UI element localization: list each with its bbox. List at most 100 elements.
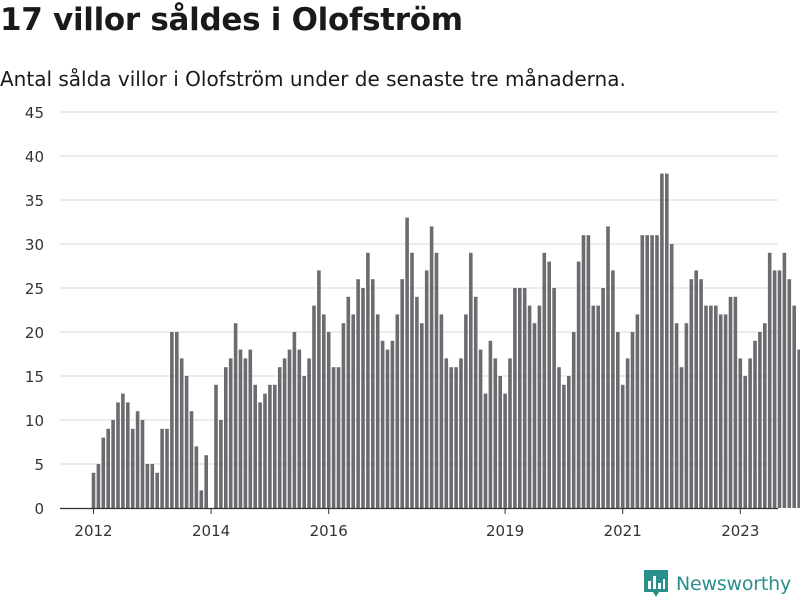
bar [302, 376, 306, 508]
y-tick-label: 35 [25, 192, 44, 210]
bar [165, 428, 169, 508]
x-tick-label: 2019 [486, 522, 524, 540]
bar [714, 305, 718, 508]
bar [709, 305, 713, 508]
bar [160, 428, 164, 508]
bar [478, 349, 483, 508]
x-tick-label: 2014 [192, 522, 230, 540]
bar [464, 314, 468, 508]
bar [140, 420, 145, 508]
y-tick-label: 25 [25, 280, 44, 298]
bar [228, 358, 233, 508]
bar [571, 332, 576, 508]
bar [420, 323, 424, 508]
bar [326, 332, 331, 508]
bar [660, 173, 664, 508]
bar [287, 349, 292, 508]
bar [243, 358, 248, 508]
x-tick-label: 2012 [74, 522, 112, 540]
bar [552, 288, 556, 508]
bar [282, 358, 287, 508]
bar [728, 296, 733, 508]
bar [317, 270, 321, 508]
bar [126, 402, 130, 508]
bar [111, 420, 115, 508]
bar [410, 252, 414, 508]
bar [380, 340, 385, 508]
bar [758, 332, 762, 508]
y-tick-label: 45 [25, 104, 44, 122]
y-tick-label: 20 [25, 324, 44, 342]
bar [366, 252, 370, 508]
bar [214, 384, 218, 508]
bar [655, 235, 659, 508]
bar [640, 235, 645, 508]
bar [307, 358, 311, 508]
bar [424, 270, 429, 508]
bar [439, 314, 444, 508]
bar [375, 314, 380, 508]
bar [204, 455, 208, 508]
y-tick-label: 15 [25, 368, 44, 386]
bar [356, 279, 360, 508]
bar [586, 235, 591, 508]
bar [238, 349, 243, 508]
bar [787, 279, 792, 508]
bar [650, 235, 654, 508]
bar [91, 472, 96, 508]
bar [777, 270, 782, 508]
chart-subtitle: Antal sålda villor i Olofström under de … [0, 67, 626, 91]
bar [371, 279, 375, 508]
bar [606, 226, 610, 508]
bar [562, 384, 566, 508]
bar [268, 384, 272, 508]
bar [679, 367, 684, 508]
bar [669, 244, 674, 508]
bar [390, 340, 395, 508]
bar [616, 332, 620, 508]
bar [395, 314, 400, 508]
bar [459, 358, 463, 508]
bar [537, 305, 542, 508]
bar [493, 358, 498, 508]
bar [135, 411, 140, 508]
bar [233, 323, 238, 508]
bar [797, 349, 800, 508]
bar [449, 367, 453, 508]
bar [645, 235, 649, 508]
bar [748, 358, 752, 508]
bar [503, 393, 507, 508]
bar [767, 252, 772, 508]
chart-title: 17 villor såldes i Olofström [0, 2, 463, 38]
bar [444, 358, 449, 508]
newsworthy-logo: Newsworthy [644, 570, 791, 598]
bar [145, 464, 150, 508]
bar [547, 261, 551, 508]
bar [434, 252, 439, 508]
bar [567, 376, 571, 508]
y-tick-label: 40 [25, 148, 44, 166]
bar [576, 261, 581, 508]
bar [322, 314, 326, 508]
bar [518, 288, 522, 508]
x-tick-label: 2023 [721, 522, 759, 540]
bar [733, 296, 738, 508]
bar [473, 296, 478, 508]
bar [415, 296, 419, 508]
bar [336, 367, 341, 508]
bar [429, 226, 434, 508]
bar [331, 367, 336, 508]
bar [273, 384, 277, 508]
bar [591, 305, 596, 508]
bar [297, 349, 302, 508]
bar [199, 490, 204, 508]
bar [753, 340, 757, 508]
bar [508, 358, 512, 508]
bar [263, 393, 267, 508]
bar [611, 270, 615, 508]
bar [763, 323, 767, 508]
bar [620, 384, 625, 508]
bar [625, 358, 630, 508]
bar [522, 288, 527, 508]
bar [694, 270, 698, 508]
